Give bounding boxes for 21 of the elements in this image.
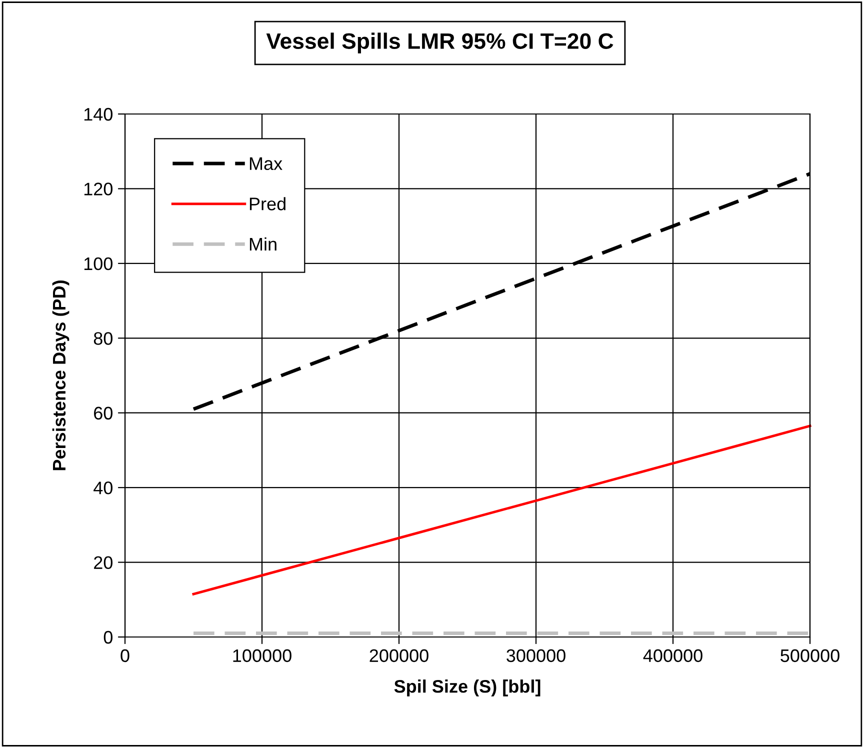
x-tick-label: 400000 <box>643 649 702 662</box>
x-tick-label: 100000 <box>233 649 292 662</box>
legend-label: Max <box>250 157 282 170</box>
y-axis-title: Persistence Days (PD) <box>52 280 70 470</box>
y-tick-label: 80 <box>94 332 112 345</box>
x-tick-label: 300000 <box>506 649 566 662</box>
legend-label: Pred <box>250 197 286 210</box>
line-series <box>192 424 812 596</box>
y-tick-label: 120 <box>84 182 112 196</box>
y-tick-label: 20 <box>94 556 112 570</box>
x-axis-title: Spil Size (S) [bbl] <box>394 680 540 696</box>
chart-title: Vessel Spills LMR 95% CI T=20 C <box>266 32 614 54</box>
y-tick-label: 100 <box>84 257 112 270</box>
x-tick-label: 500000 <box>780 649 840 662</box>
y-tick-label: 60 <box>94 406 112 420</box>
legend-label: Min <box>250 237 276 250</box>
y-tick-label: 0 <box>104 630 112 644</box>
x-tick-label: 0 <box>120 649 130 662</box>
y-tick-label: 40 <box>94 482 112 494</box>
y-tick-label: 140 <box>84 108 112 121</box>
x-tick-label: 200000 <box>370 649 428 662</box>
